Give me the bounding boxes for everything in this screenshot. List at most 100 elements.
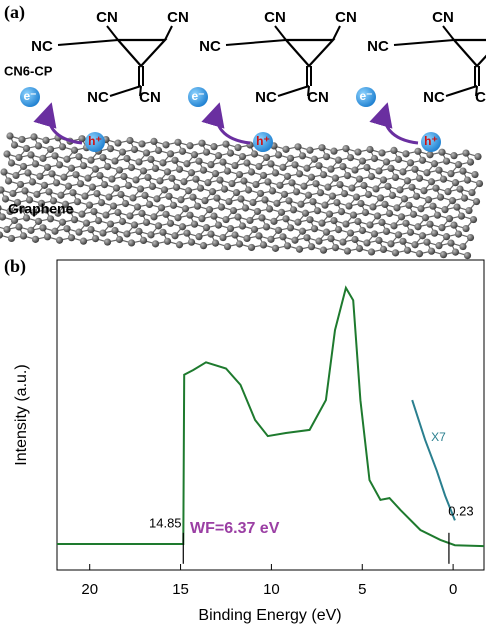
panel-label: (b) bbox=[4, 256, 26, 277]
atom bbox=[106, 145, 115, 153]
atom bbox=[423, 169, 431, 177]
atom bbox=[238, 152, 247, 161]
atom bbox=[456, 185, 464, 193]
atom bbox=[189, 193, 197, 201]
atom bbox=[27, 151, 35, 159]
atom bbox=[300, 182, 308, 190]
atom bbox=[39, 154, 47, 162]
atom bbox=[381, 200, 389, 208]
atom bbox=[90, 208, 98, 216]
atom bbox=[154, 222, 163, 230]
atom bbox=[235, 170, 244, 179]
atom bbox=[403, 177, 412, 185]
atom bbox=[340, 190, 349, 198]
hole-label: h⁺ bbox=[424, 134, 438, 148]
atom bbox=[471, 170, 479, 179]
atom bbox=[273, 199, 281, 207]
atom bbox=[219, 233, 227, 242]
atom bbox=[397, 213, 406, 221]
atom bbox=[364, 190, 373, 199]
atom bbox=[417, 205, 425, 213]
atom bbox=[274, 226, 283, 234]
atom bbox=[354, 217, 362, 226]
cyano-group: CN bbox=[475, 89, 486, 106]
x-tick-label: 20 bbox=[81, 581, 98, 598]
atom bbox=[33, 190, 41, 198]
atom bbox=[51, 227, 59, 235]
atom bbox=[354, 148, 362, 156]
atom bbox=[78, 210, 86, 218]
atom bbox=[462, 149, 470, 157]
series-label: X7 bbox=[431, 430, 446, 444]
transfer-arrow bbox=[33, 102, 83, 145]
atom bbox=[18, 135, 26, 144]
atom bbox=[387, 240, 395, 248]
atom bbox=[394, 155, 403, 163]
atom bbox=[262, 223, 271, 231]
atom bbox=[136, 185, 145, 193]
atom bbox=[282, 145, 290, 153]
atom bbox=[111, 226, 119, 235]
atom bbox=[406, 228, 415, 236]
atom bbox=[27, 226, 35, 234]
atom bbox=[312, 180, 320, 188]
atom bbox=[186, 142, 194, 150]
atom bbox=[63, 225, 71, 233]
atom bbox=[411, 165, 419, 173]
atom bbox=[169, 201, 178, 209]
atom bbox=[115, 235, 124, 244]
atom bbox=[454, 230, 463, 238]
atom bbox=[228, 179, 236, 188]
atom bbox=[52, 179, 61, 187]
atom bbox=[343, 172, 352, 180]
atom bbox=[445, 215, 454, 223]
cyclopropene-ring bbox=[451, 38, 486, 68]
atom bbox=[427, 178, 436, 186]
atom bbox=[415, 250, 424, 258]
atom bbox=[211, 170, 220, 178]
atom bbox=[406, 159, 415, 167]
atom bbox=[459, 242, 467, 251]
atom bbox=[204, 179, 212, 187]
atom bbox=[393, 204, 401, 212]
atom bbox=[402, 150, 410, 158]
atom bbox=[46, 215, 55, 223]
chem-bond bbox=[225, 39, 287, 46]
atom bbox=[426, 151, 434, 159]
atom bbox=[114, 139, 122, 147]
atom bbox=[298, 152, 307, 160]
atom bbox=[463, 176, 472, 184]
atom bbox=[399, 168, 407, 176]
atom bbox=[103, 238, 112, 246]
electron-label: e⁻ bbox=[359, 89, 372, 103]
atom bbox=[330, 147, 338, 155]
atom bbox=[396, 186, 404, 194]
atom bbox=[78, 135, 86, 143]
atom bbox=[114, 208, 122, 217]
atom bbox=[330, 217, 338, 225]
atom bbox=[414, 223, 422, 231]
atom bbox=[427, 247, 436, 255]
atom bbox=[319, 246, 328, 254]
atom bbox=[10, 141, 19, 149]
atom bbox=[418, 232, 427, 240]
atom bbox=[138, 209, 146, 217]
atom bbox=[345, 202, 353, 210]
cyano-group: CN bbox=[139, 89, 161, 106]
atom bbox=[339, 238, 347, 246]
atom bbox=[420, 187, 428, 195]
atom bbox=[451, 179, 460, 187]
graphene-sheet bbox=[0, 132, 484, 260]
atom bbox=[42, 206, 50, 214]
atom bbox=[58, 218, 67, 226]
atom bbox=[372, 185, 380, 193]
atom bbox=[387, 164, 395, 172]
electron bbox=[188, 87, 208, 107]
atom bbox=[6, 132, 14, 140]
atom bbox=[466, 158, 475, 166]
atom bbox=[444, 188, 452, 196]
atom bbox=[69, 189, 77, 197]
cyano-group: CN bbox=[335, 9, 357, 26]
cyano-group: NC bbox=[367, 38, 389, 55]
atom bbox=[166, 150, 175, 158]
